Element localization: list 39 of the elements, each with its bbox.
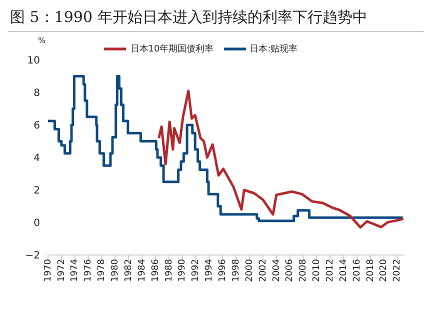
x-tick-label: 2008 xyxy=(298,258,309,282)
x-tick-label: 2002 xyxy=(258,259,268,282)
x-tick-label: 1974 xyxy=(70,258,80,282)
x-tick-label: 2012 xyxy=(326,259,336,282)
x-tick-label: 1988 xyxy=(164,258,174,282)
x-tick-label: 2016 xyxy=(352,258,362,282)
x-tick-label: 1978 xyxy=(97,258,108,282)
x-tick-label: 1986 xyxy=(150,258,161,282)
x-tick-label: 1970 xyxy=(43,258,54,282)
x-tick-label: 1990 xyxy=(178,258,188,282)
y-tick-label: 10 xyxy=(27,56,40,67)
x-tick-label: 1980 xyxy=(110,258,121,282)
chart-title: 图 5：1990 年开始日本进入到持续的利率下行趋势中 xyxy=(8,8,424,32)
x-tick-label: 1998 xyxy=(231,258,242,282)
line-series xyxy=(158,90,404,229)
y-tick-label: −2 xyxy=(25,250,40,262)
y-tick-label: 4 xyxy=(34,153,40,164)
y-tick-label: 8 xyxy=(34,88,40,100)
x-tick-label: 1996 xyxy=(218,258,228,282)
y-tick-label: 6 xyxy=(34,120,40,132)
legend-label: 日本10年期国债利率 xyxy=(130,44,214,54)
x-tick-label: 1972 xyxy=(56,259,67,282)
x-tick-label: 2018 xyxy=(366,258,376,282)
y-tick-label: 2 xyxy=(34,186,40,197)
x-tick-label: 2020 xyxy=(379,258,390,282)
x-tick-label: 2014 xyxy=(338,258,349,282)
x-tick-label: 1994 xyxy=(204,258,215,282)
legend-label: 日本:贴现率 xyxy=(250,44,298,54)
x-tick-label: 2000 xyxy=(244,258,255,282)
x-tick-label: 2004 xyxy=(272,258,282,282)
x-tick-label: 1992 xyxy=(191,259,202,282)
x-tick-label: 2022 xyxy=(392,259,403,282)
x-tick-label: 1984 xyxy=(137,258,148,282)
x-tick-label: 1982 xyxy=(124,259,134,282)
x-tick-label: 2010 xyxy=(312,258,322,282)
y-axis-title: % xyxy=(38,36,46,45)
x-tick-label: 1976 xyxy=(84,258,94,282)
y-tick-label: 0 xyxy=(34,218,40,230)
x-tick-label: 2006 xyxy=(285,258,296,282)
